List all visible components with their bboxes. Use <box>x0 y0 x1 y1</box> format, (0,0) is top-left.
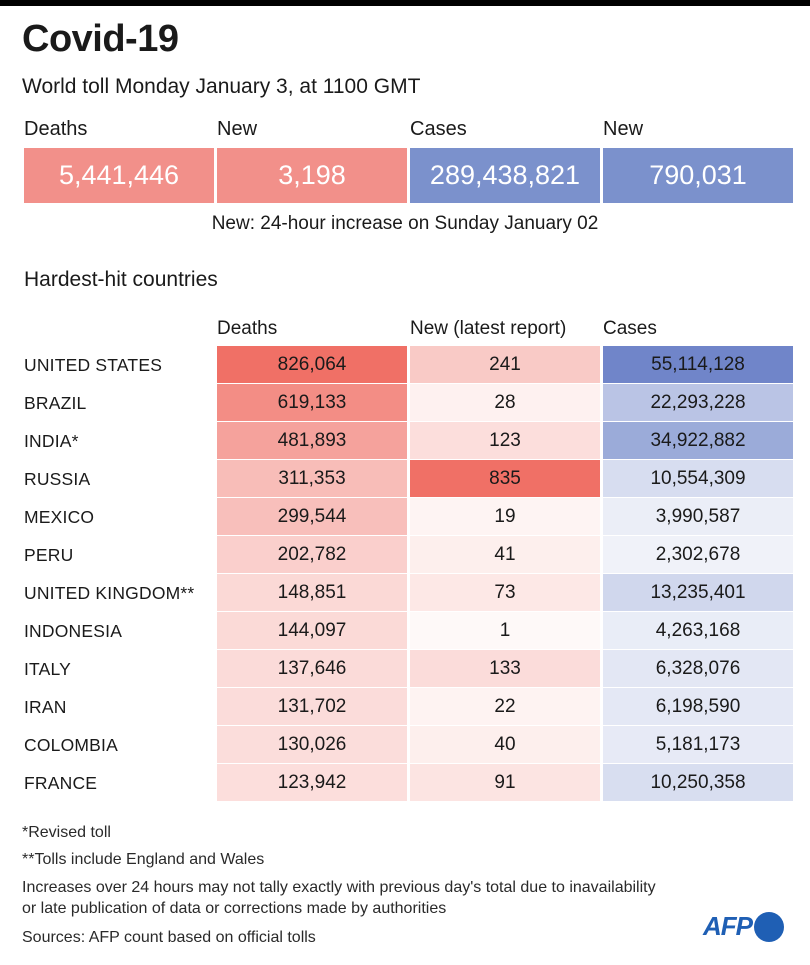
country-name: FRANCE <box>24 772 98 793</box>
cell-cases: 6,198,590 <box>603 688 793 726</box>
footnote-sources: Sources: AFP count based on official tol… <box>22 929 316 946</box>
cell-new: 41 <box>410 536 600 574</box>
country-name: INDONESIA <box>24 620 123 641</box>
cell-deaths: 481,893 <box>217 422 407 460</box>
footnote-uk: **Tolls include England and Wales <box>22 851 265 868</box>
country-name: MEXICO <box>24 506 95 527</box>
column-header-deaths: Deaths <box>217 318 278 339</box>
page-subtitle: World toll Monday January 3, at 1100 GMT <box>22 75 421 98</box>
cell-deaths: 202,782 <box>217 536 407 574</box>
afp-logo-dot <box>754 911 784 942</box>
cell-deaths: 311,353 <box>217 460 407 498</box>
cell-deaths: 131,702 <box>217 688 407 726</box>
cell-new: 133 <box>410 650 600 688</box>
cell-new: 91 <box>410 764 600 802</box>
cell-deaths: 619,133 <box>217 384 407 422</box>
cell-cases: 2,302,678 <box>603 536 793 574</box>
cell-cases: 6,328,076 <box>603 650 793 688</box>
cell-new: 22 <box>410 688 600 726</box>
summary-label-new-cases: New <box>603 118 644 140</box>
cell-cases: 10,554,309 <box>603 460 793 498</box>
cell-new: 40 <box>410 726 600 764</box>
cell-new: 123 <box>410 422 600 460</box>
cell-cases: 34,922,882 <box>603 422 793 460</box>
country-name: INDIA* <box>24 430 79 451</box>
cell-cases: 5,181,173 <box>603 726 793 764</box>
cell-deaths: 130,026 <box>217 726 407 764</box>
cell-deaths: 299,544 <box>217 498 407 536</box>
country-name: IRAN <box>24 696 67 717</box>
section-title: Hardest-hit countries <box>24 268 218 291</box>
country-name: COLOMBIA <box>24 734 118 755</box>
summary-label-cases: Cases <box>410 118 467 140</box>
cell-cases: 3,990,587 <box>603 498 793 536</box>
country-name: UNITED STATES <box>24 354 163 375</box>
cell-new: 241 <box>410 346 600 384</box>
footnote-revised: *Revised toll <box>22 824 111 841</box>
summary-new-deaths-value: 3,198 <box>217 148 407 203</box>
cell-deaths: 144,097 <box>217 612 407 650</box>
page-title: Covid-19 <box>22 18 179 60</box>
summary-label-deaths: Deaths <box>24 118 88 140</box>
cell-new: 1 <box>410 612 600 650</box>
country-name: UNITED KINGDOM** <box>24 582 195 603</box>
summary-label-new-deaths: New <box>217 118 258 140</box>
cell-deaths: 826,064 <box>217 346 407 384</box>
cell-new: 28 <box>410 384 600 422</box>
cell-new: 19 <box>410 498 600 536</box>
cell-deaths: 148,851 <box>217 574 407 612</box>
summary-note: New: 24-hour increase on Sunday January … <box>211 213 599 234</box>
cell-cases: 13,235,401 <box>603 574 793 612</box>
country-name: BRAZIL <box>24 392 87 413</box>
cell-cases: 10,250,358 <box>603 764 793 802</box>
cell-cases: 22,293,228 <box>603 384 793 422</box>
country-name: RUSSIA <box>24 468 91 489</box>
cell-cases: 4,263,168 <box>603 612 793 650</box>
country-name: ITALY <box>24 658 72 679</box>
cell-new: 73 <box>410 574 600 612</box>
cell-deaths: 137,646 <box>217 650 407 688</box>
cell-cases: 55,114,128 <box>603 346 793 384</box>
column-header-new: New (latest report) <box>410 318 567 339</box>
afp-logo: AFP <box>703 911 784 942</box>
summary-deaths-value: 5,441,446 <box>24 148 214 203</box>
column-header-cases: Cases <box>603 318 657 339</box>
top-bar <box>0 0 810 6</box>
footnote-increase-line2: or late publication of data or correctio… <box>22 900 447 917</box>
country-name: PERU <box>24 544 74 565</box>
summary-cases-value: 289,438,821 <box>410 148 600 203</box>
summary-new-cases-value: 790,031 <box>603 148 793 203</box>
footnote-increase-line1: Increases over 24 hours may not tally ex… <box>22 879 656 896</box>
cell-new: 835 <box>410 460 600 498</box>
afp-logo-text: AFP <box>703 911 753 941</box>
cell-deaths: 123,942 <box>217 764 407 802</box>
